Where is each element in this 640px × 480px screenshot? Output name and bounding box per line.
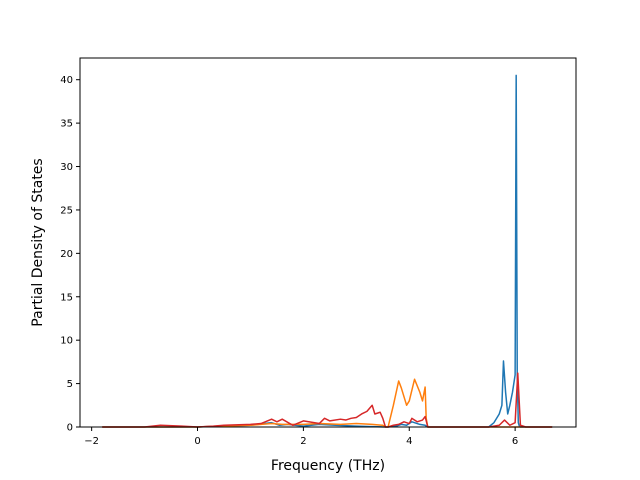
x-tick-label: 4 — [406, 436, 412, 447]
y-tick-label: 30 — [60, 162, 73, 173]
x-tick-label: 6 — [512, 436, 518, 447]
x-tick-label: −2 — [84, 436, 99, 447]
y-tick-label: 25 — [60, 205, 73, 216]
y-tick-label: 20 — [60, 249, 73, 260]
x-axis: −2 0 2 4 6 — [84, 427, 518, 447]
y-tick-label: 15 — [60, 292, 73, 303]
axes-frame — [79, 57, 577, 428]
y-tick-label: 40 — [60, 75, 73, 86]
y-tick-label: 0 — [67, 423, 73, 434]
y-tick-label: 5 — [67, 379, 73, 390]
plot-area — [79, 57, 577, 428]
y-axis: 0 5 10 15 20 25 30 35 40 — [60, 75, 80, 434]
x-tick-label: 2 — [300, 436, 306, 447]
y-axis-title: Partial Density of States — [30, 158, 46, 326]
x-tick-label: 0 — [194, 436, 200, 447]
x-axis-title: Frequency (THz) — [271, 458, 385, 474]
y-tick-label: 35 — [60, 119, 73, 130]
y-tick-label: 10 — [60, 336, 73, 347]
